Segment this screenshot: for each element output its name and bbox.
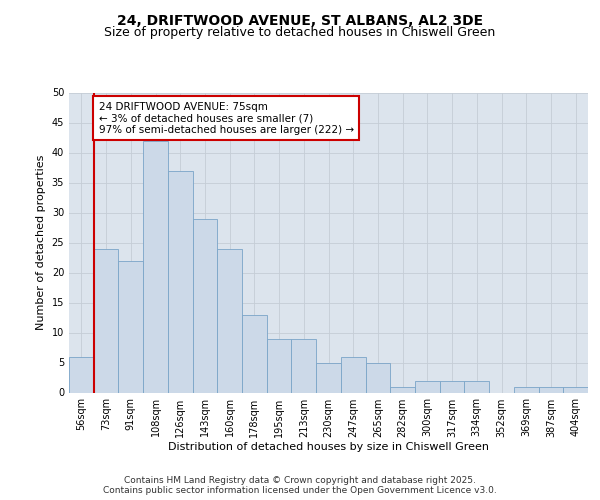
Bar (267, 338, 292, 392)
Bar (563, 386, 588, 392)
X-axis label: Distribution of detached houses by size in Chiswell Green: Distribution of detached houses by size … (168, 442, 489, 452)
Bar (341, 356, 365, 392)
Text: 24, DRIFTWOOD AVENUE, ST ALBANS, AL2 3DE: 24, DRIFTWOOD AVENUE, ST ALBANS, AL2 3DE (117, 14, 483, 28)
Text: 24 DRIFTWOOD AVENUE: 75sqm
← 3% of detached houses are smaller (7)
97% of semi-d: 24 DRIFTWOOD AVENUE: 75sqm ← 3% of detac… (98, 102, 354, 134)
Bar (118, 260, 143, 392)
Bar (514, 386, 539, 392)
Bar (143, 140, 168, 392)
Bar (292, 338, 316, 392)
Bar (316, 362, 341, 392)
Bar (440, 380, 464, 392)
Bar (390, 386, 415, 392)
Text: Size of property relative to detached houses in Chiswell Green: Size of property relative to detached ho… (104, 26, 496, 39)
Bar (193, 218, 217, 392)
Bar (242, 314, 267, 392)
Bar (365, 362, 390, 392)
Bar (539, 386, 563, 392)
Bar (415, 380, 440, 392)
Bar (94, 248, 118, 392)
Bar (464, 380, 489, 392)
Bar (217, 248, 242, 392)
Text: Contains HM Land Registry data © Crown copyright and database right 2025.
Contai: Contains HM Land Registry data © Crown c… (103, 476, 497, 495)
Y-axis label: Number of detached properties: Number of detached properties (36, 155, 46, 330)
Bar (69, 356, 94, 392)
Bar (168, 170, 193, 392)
